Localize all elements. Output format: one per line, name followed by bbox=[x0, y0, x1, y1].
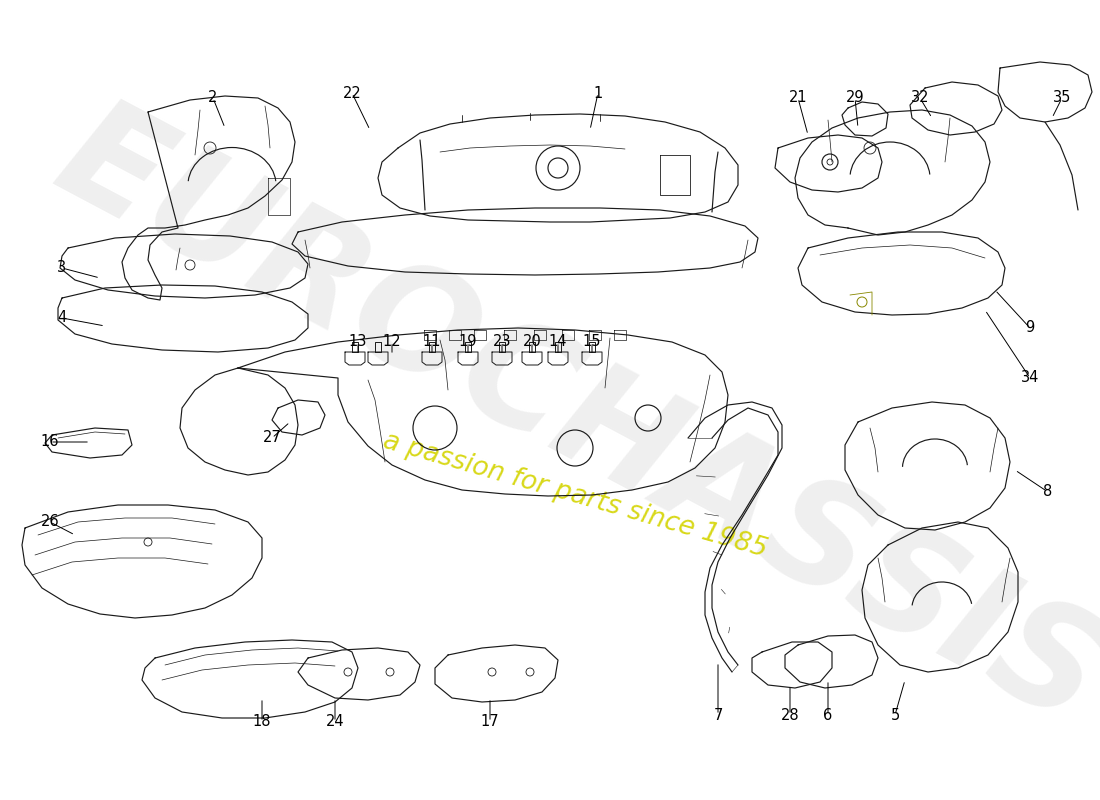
Text: 4: 4 bbox=[57, 310, 67, 326]
Text: 3: 3 bbox=[57, 261, 67, 275]
Text: 22: 22 bbox=[342, 86, 362, 101]
Text: 12: 12 bbox=[383, 334, 402, 350]
Text: 24: 24 bbox=[326, 714, 344, 730]
Text: 17: 17 bbox=[481, 714, 499, 730]
Text: 34: 34 bbox=[1021, 370, 1040, 386]
Text: 18: 18 bbox=[253, 714, 272, 730]
Text: 32: 32 bbox=[911, 90, 930, 106]
Text: 20: 20 bbox=[522, 334, 541, 350]
Text: 14: 14 bbox=[549, 334, 568, 350]
Text: 7: 7 bbox=[713, 707, 723, 722]
Text: 29: 29 bbox=[846, 90, 865, 106]
Text: 15: 15 bbox=[583, 334, 602, 350]
Text: 1: 1 bbox=[593, 86, 603, 101]
Text: 19: 19 bbox=[459, 334, 477, 350]
Text: 23: 23 bbox=[493, 334, 512, 350]
Text: EUROCHASSIS: EUROCHASSIS bbox=[34, 86, 1100, 754]
Text: 8: 8 bbox=[1044, 485, 1053, 499]
Text: a passion for parts since 1985: a passion for parts since 1985 bbox=[379, 428, 770, 562]
Text: 21: 21 bbox=[789, 90, 807, 106]
Text: 9: 9 bbox=[1025, 321, 1035, 335]
Text: 6: 6 bbox=[824, 707, 833, 722]
Text: 26: 26 bbox=[41, 514, 59, 530]
Text: 27: 27 bbox=[263, 430, 282, 446]
Text: 16: 16 bbox=[41, 434, 59, 450]
Text: 2: 2 bbox=[208, 90, 218, 106]
Text: 11: 11 bbox=[422, 334, 441, 350]
Text: 35: 35 bbox=[1053, 90, 1071, 106]
Text: 28: 28 bbox=[781, 707, 800, 722]
Text: 5: 5 bbox=[890, 707, 900, 722]
Text: 13: 13 bbox=[349, 334, 367, 350]
